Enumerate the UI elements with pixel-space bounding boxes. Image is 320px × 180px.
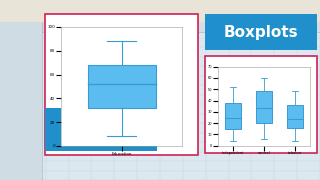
Bar [45, 14, 198, 155]
Bar [0, 22, 42, 180]
Bar [256, 91, 272, 123]
Bar [0, 0, 320, 22]
Bar [287, 105, 303, 128]
Bar [225, 103, 241, 129]
Bar [205, 56, 317, 153]
Text: Boxplots: Boxplots [223, 25, 298, 40]
Text: SPSS: SPSS [75, 121, 126, 139]
Bar [0, 22, 320, 32]
Bar [205, 14, 317, 50]
Bar [88, 65, 156, 108]
Bar [45, 108, 157, 151]
